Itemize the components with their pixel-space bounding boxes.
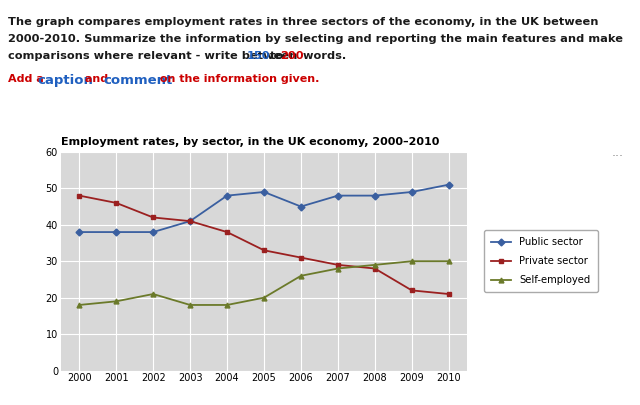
Text: 2000-2010. Summarize the information by selecting and reporting the main feature: 2000-2010. Summarize the information by … xyxy=(8,34,623,44)
Text: 150: 150 xyxy=(246,51,270,61)
Text: 200: 200 xyxy=(280,51,303,61)
Text: Employment rates, by sector, in the UK economy, 2000–2010: Employment rates, by sector, in the UK e… xyxy=(61,137,439,147)
Text: on the information given.: on the information given. xyxy=(156,74,319,84)
Text: comparisons where relevant - write between: comparisons where relevant - write betwe… xyxy=(8,51,301,61)
Text: caption: caption xyxy=(37,74,93,87)
Legend: Public sector, Private sector, Self-employed: Public sector, Private sector, Self-empl… xyxy=(484,230,598,292)
Text: The graph compares employment rates in three sectors of the economy, in the UK b: The graph compares employment rates in t… xyxy=(8,17,599,27)
Text: ...: ... xyxy=(612,146,624,159)
Text: to: to xyxy=(266,51,287,61)
Text: Add a: Add a xyxy=(8,74,48,84)
Text: and: and xyxy=(81,74,112,84)
Text: words.: words. xyxy=(299,51,346,61)
Text: comment: comment xyxy=(104,74,173,87)
